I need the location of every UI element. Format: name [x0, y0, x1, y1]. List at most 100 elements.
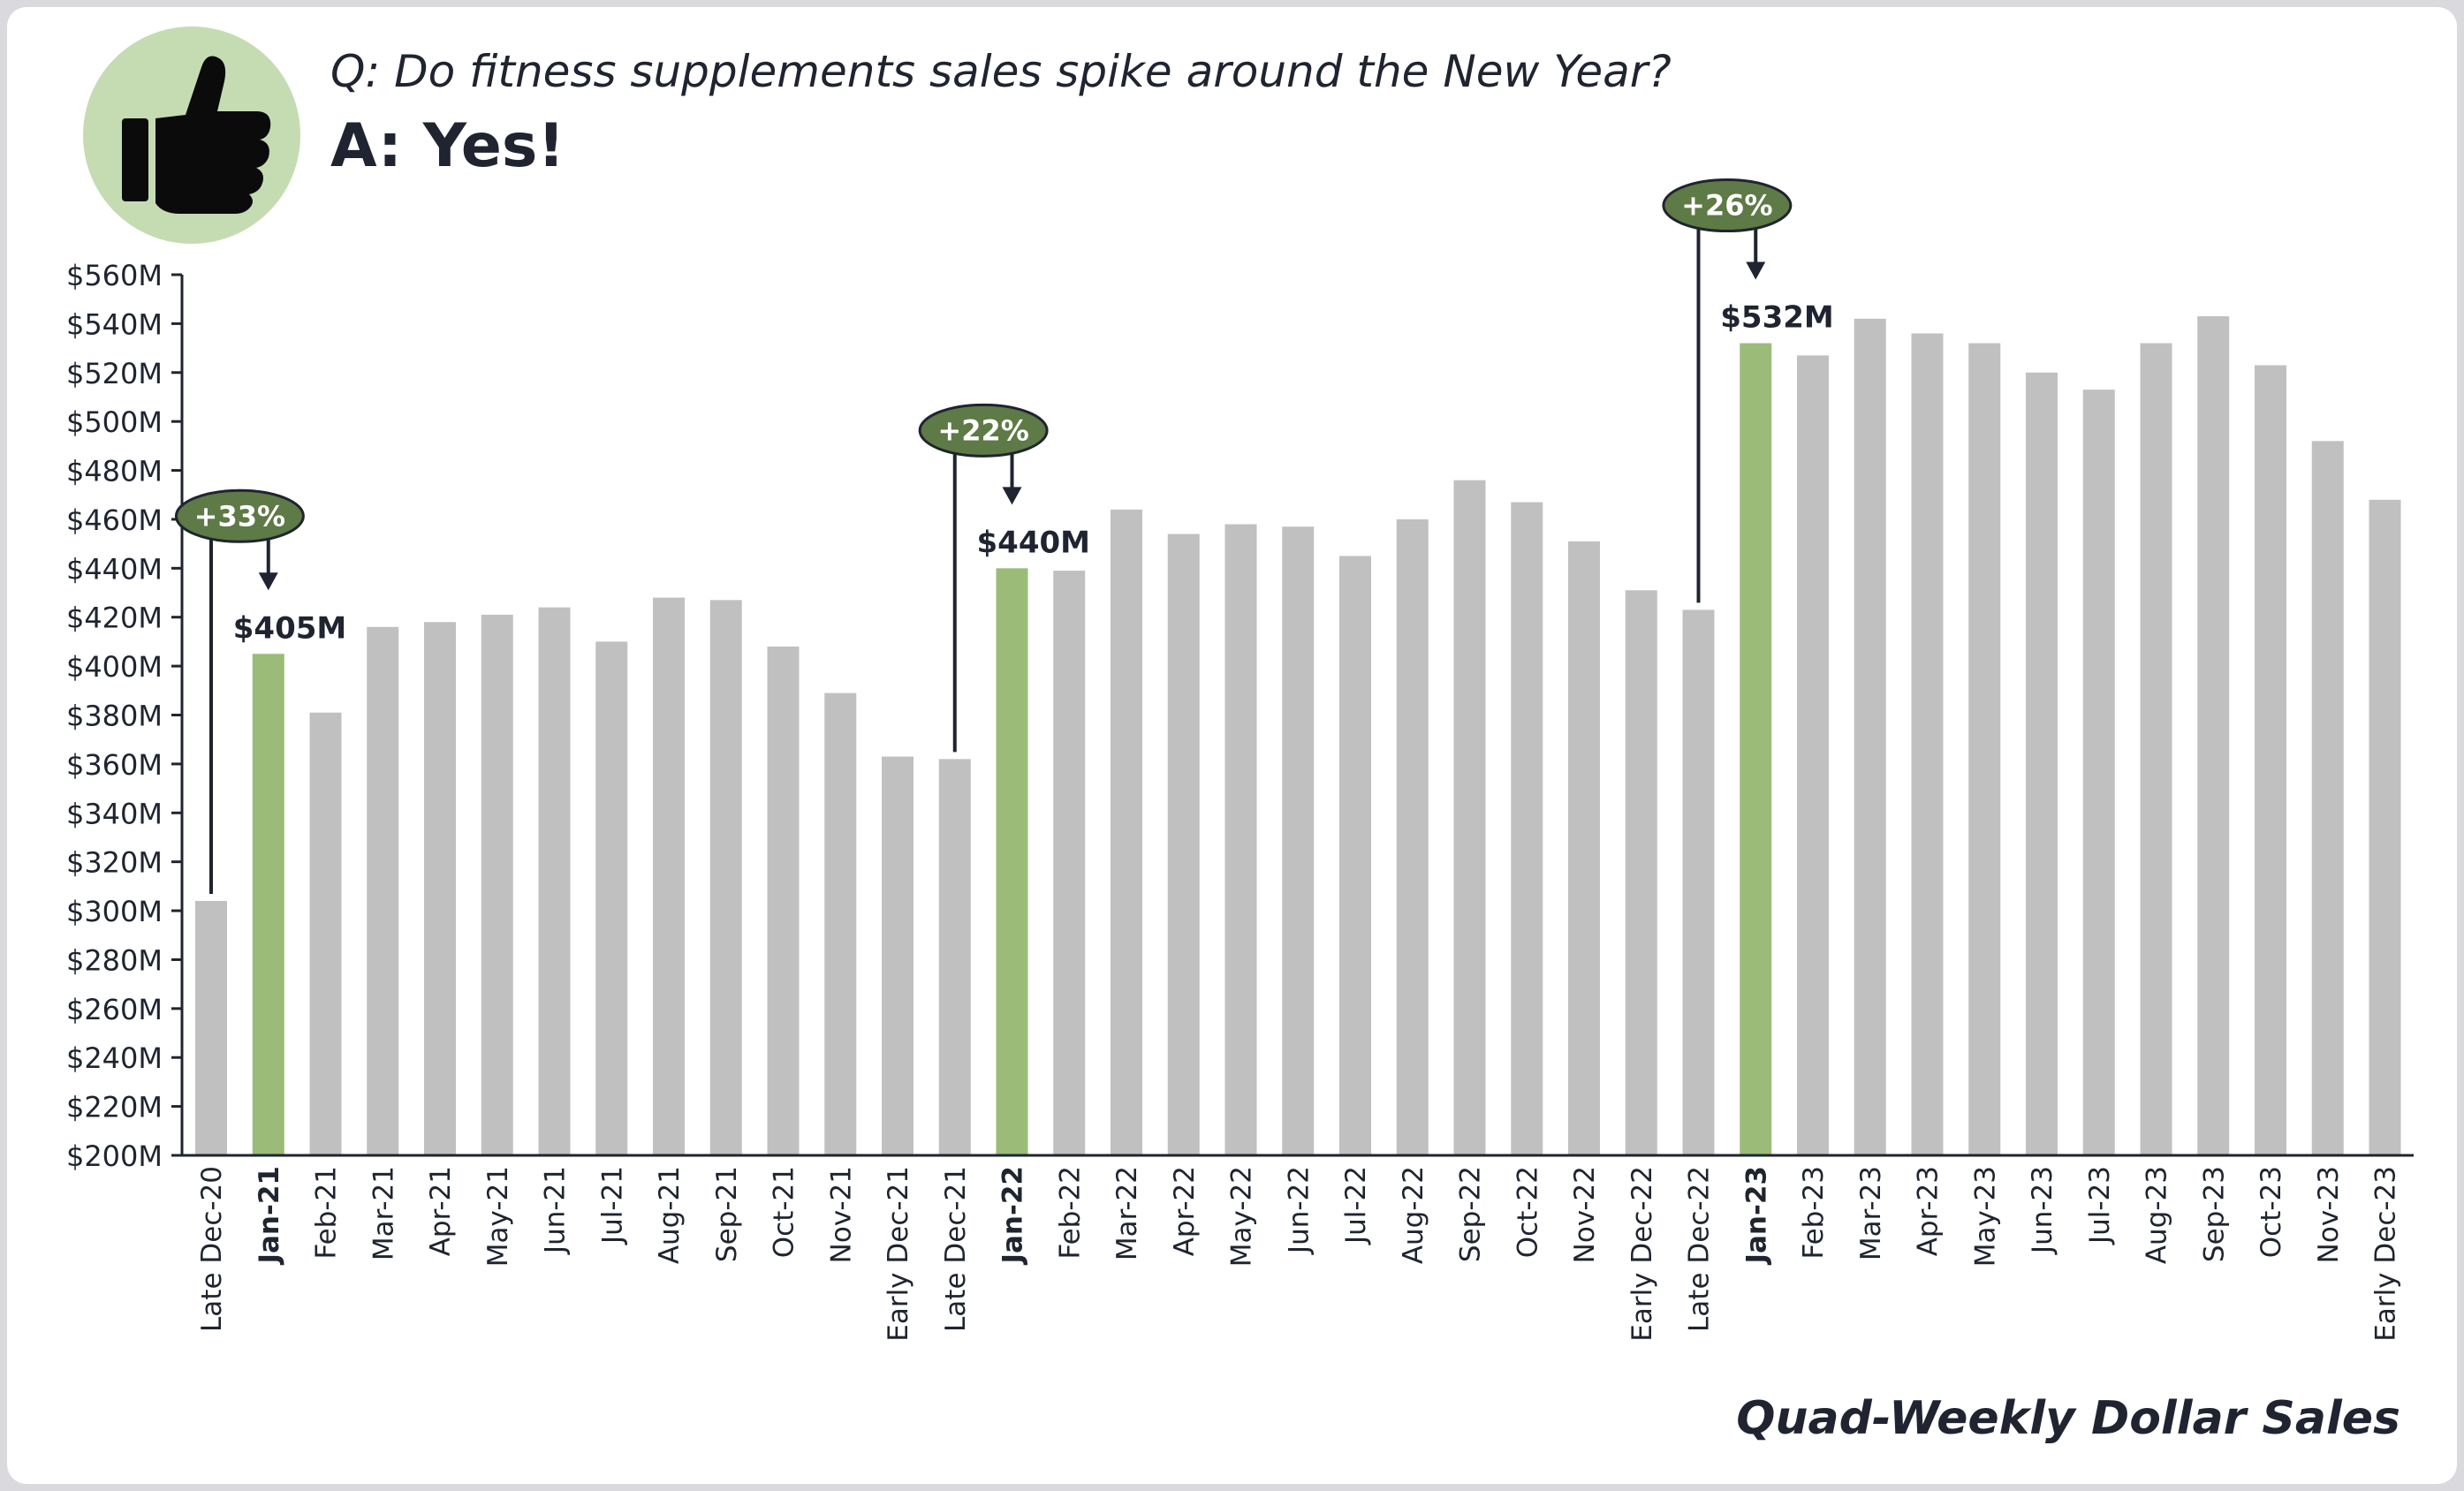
- bar: [1854, 318, 1886, 1156]
- x-tick-label: Late Dec-21: [940, 1166, 972, 1332]
- x-tick-label: May-23: [1969, 1166, 2001, 1267]
- x-tick-label: Aug-21: [654, 1166, 686, 1264]
- x-tick-label: Jan-21: [254, 1166, 285, 1266]
- bar: [595, 641, 628, 1155]
- bar: [2026, 372, 2058, 1155]
- bar: [938, 759, 971, 1155]
- bar: [882, 756, 914, 1155]
- x-tick-label: Mar-22: [1111, 1166, 1143, 1260]
- x-tick-label: Early Dec-23: [2370, 1166, 2402, 1342]
- bar: [1968, 343, 2001, 1155]
- x-tick-label: Oct-23: [2256, 1166, 2287, 1258]
- x-tick-label: Mar-21: [368, 1166, 399, 1260]
- x-tick-label: Nov-23: [2313, 1166, 2345, 1263]
- y-tick-label: $540M: [66, 307, 163, 341]
- x-tick-label: Apr-22: [1169, 1166, 1201, 1256]
- y-tick-label: $320M: [66, 846, 163, 880]
- bar: [1568, 541, 1600, 1155]
- y-tick-label: $280M: [66, 943, 163, 977]
- x-tick-label: Nov-22: [1569, 1166, 1601, 1263]
- bar: [2311, 441, 2344, 1155]
- x-tick-label: Sep-22: [1455, 1166, 1487, 1262]
- bar: [709, 600, 742, 1155]
- bar: [367, 626, 399, 1155]
- callout-arrow-head: [258, 572, 278, 591]
- thumbs-up-badge: [83, 26, 300, 244]
- x-tick-label: Late Dec-22: [1684, 1166, 1716, 1332]
- callout-change-label: +33%: [194, 499, 285, 533]
- bar: [2197, 316, 2230, 1155]
- y-tick-label: $220M: [66, 1091, 163, 1124]
- thumbs-up-icon: [122, 56, 271, 215]
- y-tick-label: $520M: [66, 357, 163, 390]
- y-tick-label: $260M: [66, 993, 163, 1026]
- bar: [538, 607, 571, 1155]
- bar: [1911, 333, 1944, 1155]
- bar-highlight: [1740, 343, 1772, 1155]
- y-tick-label: $480M: [66, 455, 163, 488]
- bar: [1053, 571, 1086, 1155]
- x-tick-label: Jan-22: [997, 1166, 1029, 1266]
- x-tick-label: Jun-22: [1283, 1166, 1315, 1255]
- bar-highlight: [252, 654, 284, 1155]
- bar: [1111, 509, 1142, 1155]
- bar: [1453, 480, 1486, 1155]
- bar-chart: $200M $220M $240M $260M $280M $300M $320M $340M…: [66, 178, 2414, 1342]
- callout-arrow-head: [1002, 487, 1022, 505]
- y-tick-label: $500M: [66, 405, 163, 439]
- bar: [1625, 590, 1657, 1155]
- x-tick-label: Feb-23: [1798, 1166, 1830, 1260]
- bar: [767, 646, 800, 1155]
- bar: [2255, 365, 2286, 1155]
- x-tick-label: Feb-21: [311, 1166, 343, 1260]
- chart-card: Q: Do fitness supplements sales spike ar…: [7, 7, 2457, 1484]
- bar: [653, 597, 685, 1155]
- x-tick-label: Jan-23: [1740, 1166, 1772, 1266]
- bar: [1167, 534, 1200, 1155]
- callout-value-label: $405M: [233, 610, 346, 646]
- x-tick-label: Jun-23: [2027, 1166, 2058, 1255]
- y-tick-label: $200M: [66, 1139, 163, 1173]
- bar: [2082, 390, 2115, 1155]
- bar: [1282, 526, 1315, 1155]
- x-tick-label: Jul-23: [2084, 1166, 2116, 1245]
- y-tick-label: $560M: [66, 259, 163, 292]
- bar: [2140, 343, 2172, 1155]
- x-tick-label: Apr-23: [1913, 1166, 1945, 1256]
- callout-value-label: $440M: [977, 525, 1090, 560]
- bar: [1396, 518, 1429, 1155]
- bar: [1339, 556, 1371, 1155]
- x-tick-label: Jul-22: [1340, 1166, 1372, 1245]
- bar: [1682, 609, 1715, 1155]
- x-tick-label: Jul-21: [596, 1166, 628, 1245]
- y-tick-label: $380M: [66, 700, 163, 733]
- x-tick-label: Oct-21: [769, 1166, 800, 1258]
- callout-change-label: +26%: [1681, 189, 1772, 223]
- bar: [1224, 524, 1257, 1155]
- bar: [309, 712, 342, 1155]
- x-tick-label: Jun-21: [540, 1166, 572, 1255]
- x-tick-label: May-22: [1226, 1166, 1258, 1267]
- bar: [2369, 499, 2401, 1155]
- y-tick-label: $440M: [66, 552, 163, 586]
- y-tick-label: $240M: [66, 1041, 163, 1075]
- x-tick-label: Aug-22: [1398, 1166, 1429, 1264]
- y-tick-label: $300M: [66, 895, 163, 928]
- x-tick-label: Apr-21: [425, 1166, 457, 1256]
- x-tick-label: Oct-22: [1512, 1166, 1543, 1258]
- bar: [824, 693, 857, 1155]
- footer-label: Quad-Weekly Dollar Sales: [1736, 1392, 2400, 1445]
- bar: [1511, 502, 1543, 1155]
- question-text: Q: Do fitness supplements sales spike ar…: [330, 46, 1672, 97]
- y-tick-label: $340M: [66, 797, 163, 830]
- callout-change-label: +22%: [937, 413, 1028, 447]
- y-tick-label: $460M: [66, 503, 163, 537]
- bar: [195, 900, 227, 1155]
- callout-arrow-head: [1746, 261, 1766, 280]
- x-tick-label: Nov-21: [825, 1166, 857, 1263]
- x-tick-label: Mar-23: [1855, 1166, 1887, 1260]
- bar: [424, 622, 456, 1155]
- x-tick-label: Early Dec-22: [1626, 1166, 1658, 1342]
- callout-badge: [918, 403, 1049, 458]
- bar-highlight: [996, 568, 1028, 1155]
